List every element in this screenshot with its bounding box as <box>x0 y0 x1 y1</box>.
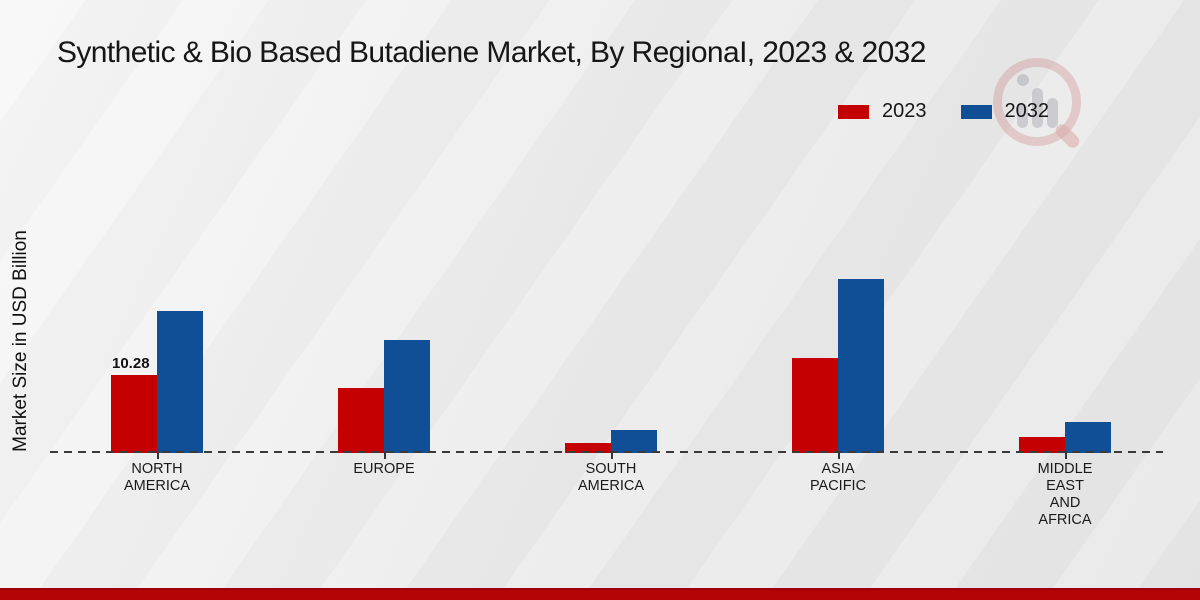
legend-label: 2023 <box>882 100 927 122</box>
bar-2023-north-america[interactable] <box>111 375 157 453</box>
market-research-future-watermark-logo <box>993 58 1082 151</box>
chart-title: Synthetic & Bio Based Butadiene Market, … <box>57 36 926 69</box>
x-axis-category-label: EUROPE <box>353 461 415 477</box>
watermark-person-icon <box>1017 74 1029 86</box>
watermark-bar-icon <box>1032 88 1043 128</box>
x-axis-baseline <box>50 451 1163 453</box>
x-axis-tick <box>384 452 386 459</box>
x-axis-category-label: MIDDLE EAST AND AFRICA <box>1037 461 1093 528</box>
x-axis-category-label: NORTH AMERICA <box>123 461 191 494</box>
watermark-ring-icon <box>993 58 1081 146</box>
bar-2032-north-america[interactable] <box>157 311 203 453</box>
bar-2032-south-america[interactable] <box>611 430 657 453</box>
bar-2023-europe[interactable] <box>338 388 384 453</box>
bar-2023-middle-east-and-africa[interactable] <box>1019 437 1065 453</box>
x-axis-category-label: SOUTH AMERICA <box>577 461 645 494</box>
bar-2032-europe[interactable] <box>384 340 430 453</box>
bar-2032-asia-pacific[interactable] <box>838 279 884 453</box>
x-axis-tick <box>1065 452 1067 459</box>
x-axis-tick <box>611 452 613 459</box>
legend: 2023 2032 <box>838 100 1049 123</box>
legend-swatch-2032 <box>960 104 992 119</box>
legend-item-2023[interactable]: 2023 <box>838 100 927 123</box>
bar-2023-south-america[interactable] <box>565 443 611 453</box>
x-axis-tick <box>157 452 159 459</box>
watermark-bar-icon <box>1047 98 1058 128</box>
x-axis-tick <box>838 452 840 459</box>
legend-label: 2032 <box>1004 100 1050 122</box>
x-axis-category-label: ASIA PACIFIC <box>809 461 867 494</box>
legend-item-2032[interactable]: 2032 <box>960 100 1050 123</box>
legend-swatch-2023 <box>838 104 869 119</box>
watermark-bar-icon <box>1017 104 1028 128</box>
data-label-2023: 10.28 <box>112 355 150 372</box>
footer-accent-bar <box>0 588 1200 600</box>
bar-2032-middle-east-and-africa[interactable] <box>1065 422 1111 453</box>
bar-2023-asia-pacific[interactable] <box>792 358 838 453</box>
